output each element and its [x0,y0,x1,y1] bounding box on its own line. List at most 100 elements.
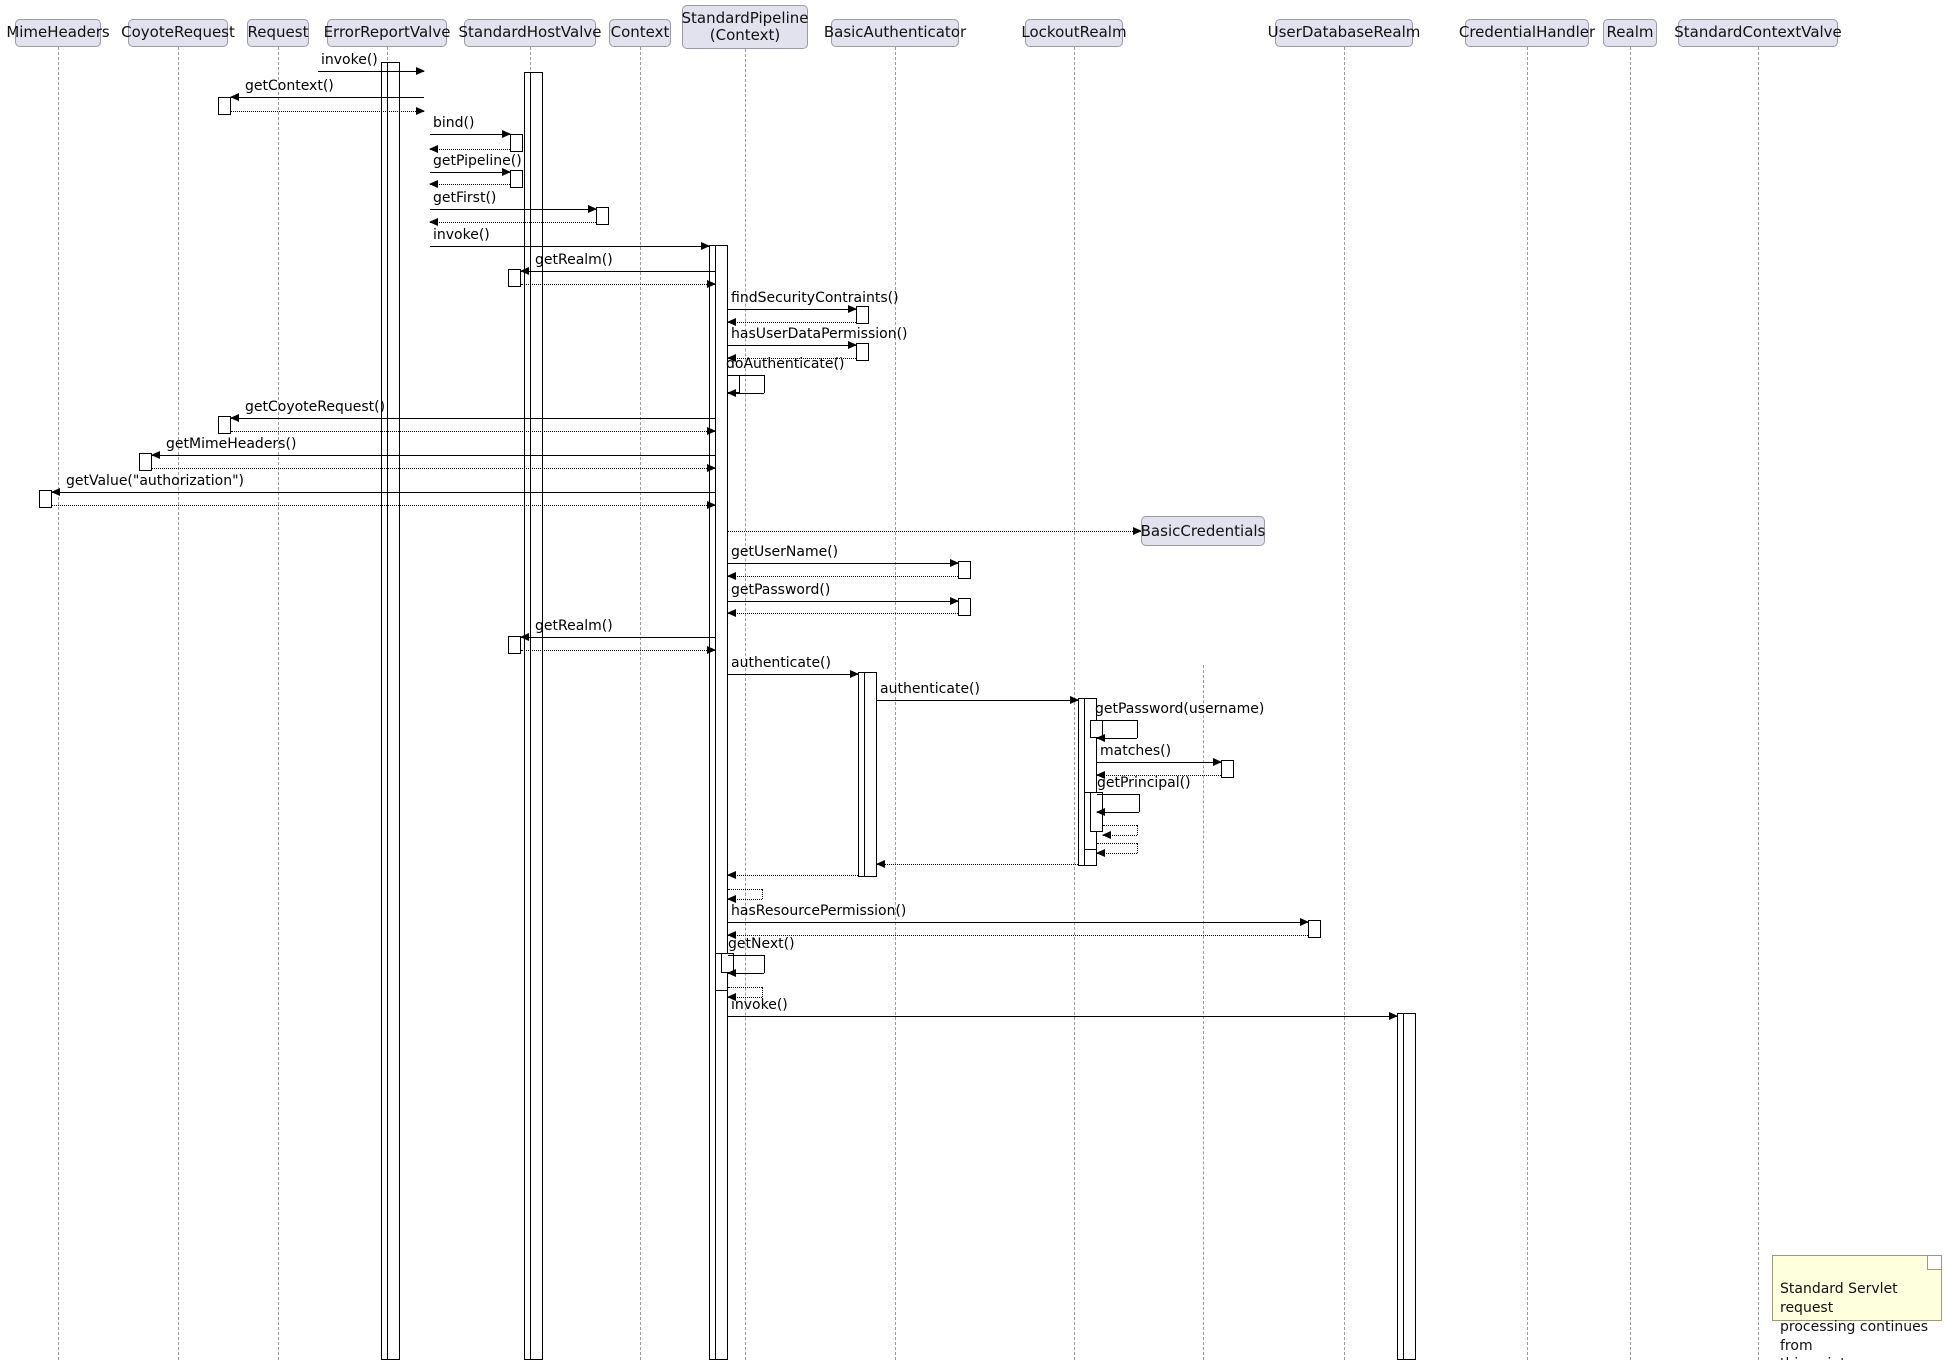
self-message-doauthenticate: doAuthenticate() [726,356,844,397]
participant-label: Request [247,23,309,42]
message-line [1097,762,1221,763]
self-right-line [1137,825,1138,835]
message-label: getRealm() [535,618,613,634]
arrow-head-icon [502,129,511,138]
message-label: getUserName() [731,544,839,560]
arrow-head-icon [520,266,529,275]
arrow-head-icon [727,930,736,939]
message-line [728,309,856,310]
participant-request[interactable]: Request [247,19,309,47]
message-line [521,284,715,285]
message-label: invoke() [731,997,788,1013]
participant-basicauthenticator[interactable]: BasicAuthenticator [824,19,966,47]
self-return-getprincipal-outer [1096,843,1138,857]
activation-realm-hasresource [1308,920,1321,938]
participant-credentialhandler[interactable]: CredentialHandler [1459,19,1595,47]
self-right-line [1137,843,1138,853]
message-label: getMimeHeaders() [166,436,297,452]
self-right-line [762,987,763,997]
participant-realm[interactable]: Realm [1603,19,1657,47]
message-line [430,149,510,150]
arrow-head-icon [727,388,736,397]
activation-basicauthenticator-2 [715,245,728,1360]
arrow-head-icon [588,204,597,213]
message-line [430,184,510,185]
message-label: doAuthenticate() [726,356,845,372]
lifeline-context [640,47,641,1360]
arrow-head-icon [727,571,736,580]
self-bottom-line [1097,812,1139,813]
message-line [430,172,510,173]
message-line [521,271,715,272]
arrow-head-icon [429,179,438,188]
participant-standardhostvalve[interactable]: StandardHostValve [459,19,601,47]
lifeline-credentialhandler [1527,47,1528,1360]
activation-request-getcontext [218,97,231,115]
message-label: hasUserDataPermission() [731,326,908,342]
activation-lockoutrealm-authenticate-2 [864,672,877,877]
activation-errorreportvalve-2 [387,62,400,1360]
self-right-line [762,889,763,899]
message-line [728,601,958,602]
activation-lockoutrealm-findsec [856,306,869,324]
message-line [728,674,858,675]
message-label: getValue("authorization") [66,473,245,489]
activation-lockoutrealm-hasuser [856,343,869,361]
arrow-head-icon [429,217,438,226]
self-return-getnext [727,987,763,1001]
message-label: invoke() [433,227,490,243]
message-line [152,468,715,469]
activation-context-getrealm-1 [508,269,521,287]
message-label: getContext() [245,78,334,94]
arrow-head-icon [1102,830,1111,839]
arrow-head-icon [727,353,736,362]
arrow-head-icon [707,500,716,509]
arrow-head-icon [1096,807,1105,816]
participant-context[interactable]: Context [609,19,671,47]
note-text: Standard Servlet request processing cont… [1780,1280,1929,1360]
participant-coyoterequest[interactable]: CoyoteRequest [121,19,235,47]
message-line [430,222,596,223]
message-label: getPrincipal() [1097,775,1191,791]
participant-standardpipeline[interactable]: StandardPipeline (Context) [682,5,808,49]
arrow-head-icon [727,317,736,326]
participant-userdatabaserealm[interactable]: UserDatabaseRealm [1268,19,1420,47]
participant-label: BasicAuthenticator [823,23,967,42]
lifeline-basiccredentials [1203,665,1204,1360]
message-line [318,71,424,72]
message-label: matches() [1100,743,1172,759]
message-line [728,563,958,564]
lifeline-basicauthenticator [895,47,896,1360]
self-right-line [1139,794,1140,812]
arrow-head-icon [416,106,425,115]
participant-label: StandardHostValve [458,23,602,42]
arrow-head-icon [1096,848,1105,857]
participant-standardcontextvalve[interactable]: StandardContextValve [1674,19,1842,47]
arrow-head-icon [707,279,716,288]
arrow-head-icon [51,487,60,496]
arrow-head-icon [1389,1011,1398,1020]
activation-context-getrealm-2 [508,636,521,654]
self-bottom-line [728,393,764,394]
self-bottom-line [1097,853,1137,854]
lifeline-coyoterequest [178,47,179,1360]
self-right-line [764,375,765,393]
participant-label: Context [610,23,670,42]
arrow-head-icon [1213,757,1222,766]
arrow-head-icon [727,992,736,1001]
activation-context-bind [510,134,523,152]
message-line [152,455,715,456]
message-line [231,418,715,419]
participant-mimeheaders[interactable]: MimeHeaders [6,19,110,47]
lifeline-standardpipeline [745,49,746,1360]
participant-label: StandardPipeline (Context) [681,8,809,44]
lifeline-standardcontextvalve [1758,47,1759,1360]
self-bottom-line [1103,835,1137,836]
note-fold-corner-icon [1927,1256,1941,1270]
message-line [430,134,510,135]
participant-errorreportvalve[interactable]: ErrorReportValve [324,19,450,47]
self-return-doauthenticate [727,889,763,903]
arrow-head-icon [230,92,239,101]
participant-label: ErrorReportValve [323,23,451,42]
participant-lockoutrealm[interactable]: LockoutRealm [1021,19,1127,47]
